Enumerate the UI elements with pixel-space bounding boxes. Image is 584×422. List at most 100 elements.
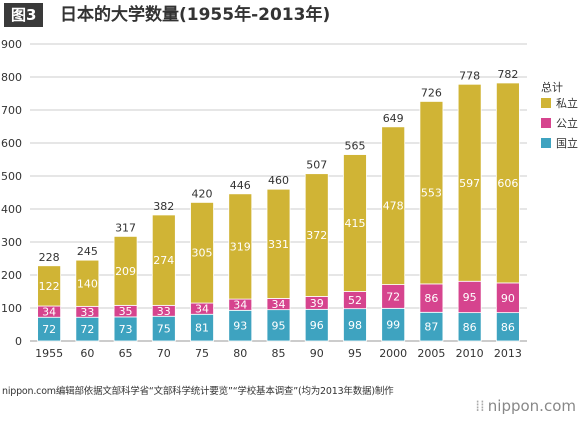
segment-value-label: 140 (77, 277, 98, 290)
x-tick-label: 70 (157, 347, 171, 360)
segment-value-label: 331 (268, 238, 289, 251)
figure-label: 图3 (4, 3, 44, 27)
y-tick-label: 500 (1, 170, 22, 183)
total-label: 245 (77, 245, 98, 258)
segment-value-label: 122 (39, 280, 60, 293)
segment-value-label: 96 (310, 319, 324, 332)
legend-swatch (541, 138, 551, 148)
segment-value-label: 86 (463, 321, 477, 334)
bar-segment-private (343, 154, 367, 292)
y-tick-label: 400 (1, 203, 22, 216)
bar-segment-private (37, 265, 62, 307)
segment-value-label: 372 (306, 229, 327, 242)
segment-value-label: 33 (157, 305, 171, 318)
segment-value-label: 34 (195, 303, 209, 316)
total-label: 565 (344, 140, 365, 153)
y-tick-label: 200 (1, 269, 22, 282)
segment-value-label: 95 (272, 319, 286, 332)
brand-text: nippon.com (487, 397, 576, 415)
bars (37, 82, 520, 342)
source-note: nippon.com编辑部依据文部科学省“文部科学统计要览”“学校基本调查”(均… (2, 386, 394, 397)
total-label: 782 (497, 68, 518, 81)
bar-segment-private (419, 101, 444, 285)
segment-value-label: 415 (344, 217, 365, 230)
segment-value-label: 87 (424, 321, 438, 334)
brand-logo: ⁞⁞ nippon.com (475, 397, 576, 415)
segment-value-label: 319 (230, 240, 251, 253)
segment-value-label: 98 (348, 319, 362, 332)
segment-value-label: 52 (348, 294, 362, 307)
segment-value-label: 95 (463, 291, 477, 304)
x-tick-label: 1955 (35, 347, 63, 360)
total-label: 446 (230, 179, 251, 192)
y-tick-label: 600 (1, 137, 22, 150)
x-tick-label: 60 (80, 347, 94, 360)
total-label: 317 (115, 221, 136, 234)
segment-value-label: 33 (80, 306, 94, 319)
bar-segment-private (457, 83, 482, 282)
segment-value-label: 81 (195, 322, 209, 335)
x-tick-label: 80 (233, 347, 247, 360)
data-labels: 72 34 122 228 72 33 140 245 73 35 209 317 75 33 274 382… (39, 68, 519, 336)
x-tick-label: 2010 (456, 347, 484, 360)
segment-value-label: 73 (119, 323, 133, 336)
y-tick-label: 900 (1, 38, 22, 51)
bar-segment-private (266, 188, 291, 299)
y-tick-label: 800 (1, 71, 22, 84)
y-tick-label: 0 (15, 335, 22, 348)
y-tick-label: 100 (1, 302, 22, 315)
segment-value-label: 305 (192, 247, 213, 260)
bar-segment-private (190, 201, 214, 304)
x-tick-label: 2005 (417, 347, 445, 360)
y-tick-label: 300 (1, 236, 22, 249)
segment-value-label: 72 (386, 290, 400, 303)
bar-segment-private (304, 173, 329, 297)
segment-value-label: 553 (421, 187, 442, 200)
chart-header: 图3 日本的大学数量(1955年-2013年) (0, 0, 584, 30)
segment-value-label: 90 (501, 292, 515, 305)
segment-value-label: 75 (157, 323, 171, 336)
x-tick-label: 95 (348, 347, 362, 360)
total-label: 507 (306, 159, 327, 172)
segment-value-label: 606 (497, 177, 518, 190)
segment-value-label: 34 (42, 306, 56, 319)
legend-label: 国立 (556, 136, 578, 150)
total-label: 726 (421, 86, 442, 99)
total-label: 420 (192, 187, 213, 200)
legend-swatch (541, 118, 551, 128)
segment-value-label: 478 (383, 200, 404, 213)
bar-segment-private (228, 193, 253, 300)
segment-value-label: 597 (459, 177, 480, 190)
chart-title: 日本的大学数量(1955年-2013年) (60, 5, 331, 25)
legend-label: 私立 (556, 96, 578, 110)
segment-value-label: 86 (424, 292, 438, 305)
bar-segment-private (495, 82, 520, 284)
segment-value-label: 35 (119, 305, 133, 318)
segment-value-label: 209 (115, 265, 136, 278)
x-tick-label: 2013 (494, 347, 522, 360)
segment-value-label: 72 (42, 323, 56, 336)
x-tick-label: 2000 (379, 347, 407, 360)
segment-value-label: 39 (310, 297, 324, 310)
bar-segment-private (151, 214, 176, 306)
x-tick-label: 90 (310, 347, 324, 360)
segment-value-label: 34 (233, 299, 247, 312)
x-axis-ticks: 1955 60 65 70 75 80 85 90 95 2000 2005 2010 2013 (35, 347, 522, 360)
legend-swatch (541, 98, 551, 108)
total-label: 460 (268, 174, 289, 187)
total-label: 382 (153, 200, 174, 213)
brand-mark-icon: ⁞⁞ (475, 397, 485, 415)
segment-value-label: 274 (153, 254, 174, 267)
y-tick-label: 700 (1, 104, 22, 117)
bar-segment-private (381, 126, 406, 285)
bar-segment-private (75, 259, 100, 307)
x-tick-label: 85 (272, 347, 286, 360)
legend-label: 公立 (556, 116, 578, 130)
segment-value-label: 99 (386, 319, 400, 332)
total-label: 778 (459, 69, 480, 82)
legend-title: 总计 (541, 80, 563, 94)
x-tick-label: 65 (119, 347, 133, 360)
y-axis-ticks: 0 100 200 300 400 500 600 700 800 900 (1, 38, 22, 348)
